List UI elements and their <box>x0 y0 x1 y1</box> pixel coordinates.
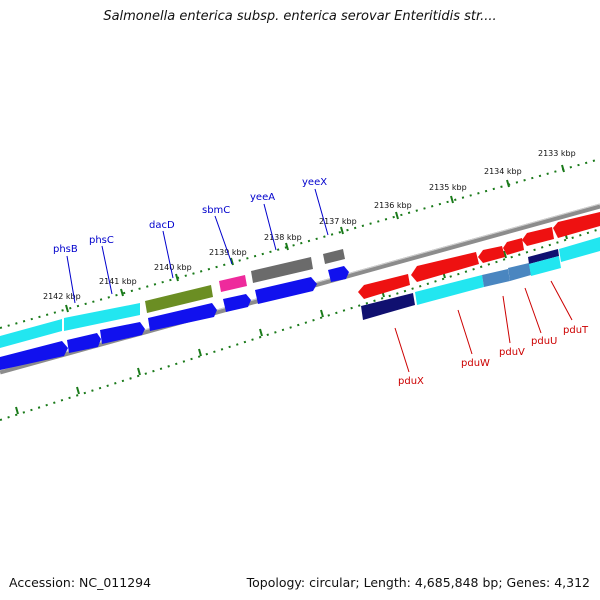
gene-label-pduW: pduW <box>461 358 490 369</box>
gene-cyan-pduT <box>529 256 561 276</box>
inner-tick <box>76 386 80 395</box>
cds-forward-yeeA <box>255 277 317 304</box>
gene-magenta-sbmC <box>219 275 247 292</box>
gene-label-phsC: phsC <box>89 235 114 246</box>
ruler-label-2135: 2135 kbp <box>429 183 467 192</box>
gene-cyan-pduS <box>559 237 600 262</box>
gene-label-yeeX: yeeX <box>302 177 327 188</box>
leader-pduT <box>550 280 573 321</box>
forward-cog-track <box>0 249 345 348</box>
cds-forward-yeeX <box>328 266 349 282</box>
gene-label-pduT: pduT <box>563 325 589 336</box>
ruler-label-2136: 2136 kbp <box>374 201 412 210</box>
ruler-tick-2137 <box>340 226 344 235</box>
leader-sbmC <box>214 215 233 265</box>
inner-tick <box>198 348 202 357</box>
reverse-cds-track <box>358 212 600 299</box>
ruler-tick-2140 <box>175 273 179 282</box>
gene-label-yeeA: yeeA <box>250 192 275 203</box>
ruler-tick-2139 <box>230 257 234 266</box>
gene-cyan-phsB <box>64 303 140 331</box>
cds-reverse-pduU <box>503 238 524 255</box>
ruler-tick-2134 <box>506 179 510 188</box>
inner-tick-track <box>0 228 600 421</box>
ruler-tick-2135 <box>450 195 454 204</box>
inner-tick <box>503 250 507 259</box>
leader-pduU <box>524 287 542 334</box>
gene-navy-pduT <box>528 249 559 264</box>
leader-phsC <box>101 245 113 295</box>
gene-label-pduV: pduV <box>499 347 525 358</box>
cds-forward-phsA <box>0 341 68 370</box>
ruler-label-2141: 2141 kbp <box>99 277 137 286</box>
reverse-cog-track <box>361 237 600 320</box>
ruler-label-2140: 2140 kbp <box>154 263 192 272</box>
gene-cyan-pduW <box>415 275 484 305</box>
cds-forward-phsC <box>100 322 145 344</box>
gene-steel-pduV <box>482 269 510 287</box>
accession-text: Accession: NC_011294 <box>9 575 152 590</box>
leader-dacD <box>162 230 174 279</box>
inner-tick <box>15 406 19 415</box>
gene-label-phsB: phsB <box>53 244 78 255</box>
inner-tick <box>320 309 324 318</box>
forward-cds-track <box>0 266 349 370</box>
leader-pduX <box>394 327 410 373</box>
ruler-tick-2136 <box>395 211 399 220</box>
inner-tick <box>259 328 263 337</box>
gene-steel-pduU <box>508 263 531 281</box>
cds-reverse-pduW <box>411 252 479 282</box>
cds-forward-phsB <box>67 333 101 353</box>
gene-navy-pduX <box>361 293 415 320</box>
topology-text: Topology: circular; Length: 4,685,848 bp… <box>246 575 590 590</box>
gene-label-sbmC: sbmC <box>202 205 230 216</box>
gene-label-dacD: dacD <box>149 220 175 231</box>
forward-gene-labels: phsB phsC dacD sbmC yeeA yeeX <box>53 177 329 304</box>
ruler-label-2134: 2134 kbp <box>484 167 522 176</box>
leader-yeeA <box>263 203 277 251</box>
ruler-label-2142: 2142 kbp <box>43 292 81 301</box>
gene-label-pduU: pduU <box>531 336 557 347</box>
map-title: Salmonella enterica subsp. enterica sero… <box>103 9 497 24</box>
leader-pduV <box>502 295 511 344</box>
ruler-tick-2142 <box>65 304 69 313</box>
gene-label-pduX: pduX <box>398 376 424 387</box>
cds-forward-dacD <box>148 303 217 331</box>
cds-reverse-pduT <box>522 227 554 246</box>
leader-yeeX <box>314 188 329 236</box>
ruler-tick-2141 <box>120 288 124 297</box>
ruler-label-2137: 2137 kbp <box>319 217 357 226</box>
cds-reverse-pduV <box>478 246 505 263</box>
leader-pduW <box>457 309 473 355</box>
ruler-tick-2138 <box>285 242 289 251</box>
ruler-tick-2133 <box>561 164 565 173</box>
gene-olive-dacD <box>145 285 213 313</box>
inner-tick <box>137 367 141 376</box>
gene-gray-yeeA <box>251 257 313 283</box>
ruler-label-2138: 2138 kbp <box>264 233 302 242</box>
gene-gray-yeeX <box>323 249 345 264</box>
cds-reverse-pduX <box>358 274 410 299</box>
cds-reverse-pduS <box>553 212 600 238</box>
reverse-gene-labels: pduX pduW pduV pduU pduT <box>394 280 589 387</box>
gene-cyan-phsA <box>0 319 62 348</box>
cds-forward-sbmC <box>223 294 251 312</box>
leader-phsB <box>66 255 76 304</box>
ruler-label-2133: 2133 kbp <box>538 149 576 158</box>
